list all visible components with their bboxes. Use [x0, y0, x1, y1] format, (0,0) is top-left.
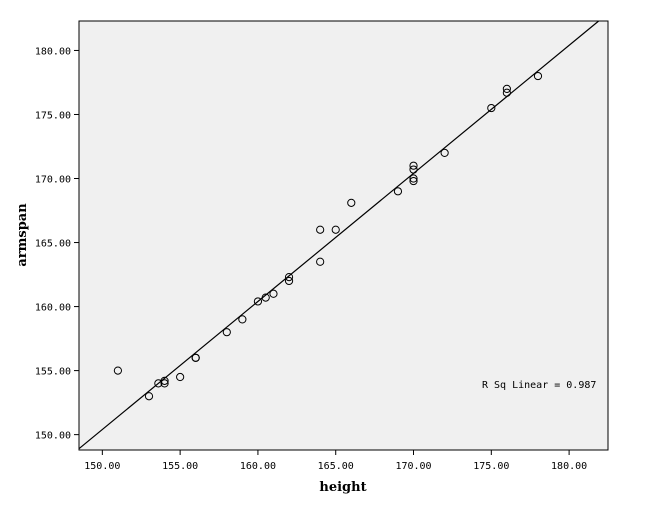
data-point	[238, 315, 247, 324]
y-tick-label: 180.00	[35, 46, 71, 57]
data-point	[176, 372, 185, 382]
data-point	[191, 353, 200, 362]
y-tick-label: 150.00	[35, 431, 71, 442]
y-tick-label: 175.00	[35, 110, 71, 121]
data-point	[253, 297, 263, 306]
data-point	[160, 376, 169, 385]
data-point	[487, 103, 496, 113]
y-tick-label: 165.00	[35, 239, 71, 250]
data-point	[316, 225, 325, 234]
x-axis-title: height	[319, 480, 366, 495]
data-point	[222, 328, 231, 337]
annotation-r-squared: R Sq Linear = 0.987	[482, 380, 596, 391]
x-tick-label: 180.00	[551, 461, 587, 472]
data-point	[440, 148, 449, 158]
data-point	[409, 176, 418, 186]
data-point	[533, 71, 543, 81]
y-tick-label: 160.00	[35, 303, 71, 314]
x-tick-label: 175.00	[473, 461, 509, 472]
x-tick-label: 160.00	[240, 461, 276, 472]
x-tick-label: 155.00	[162, 461, 198, 472]
data-point	[393, 187, 403, 196]
y-tick-label: 155.00	[35, 367, 71, 378]
data-point	[269, 289, 278, 298]
data-point	[409, 174, 418, 183]
y-tick-label: 170.00	[35, 175, 71, 186]
data-point	[409, 165, 418, 174]
data-point	[331, 225, 340, 234]
y-axis-title: armspan	[15, 203, 30, 267]
data-point	[113, 366, 122, 375]
data-point	[316, 257, 325, 266]
data-point	[347, 198, 356, 207]
x-tick-label: 170.00	[395, 461, 431, 472]
data-point	[261, 293, 270, 302]
points-layer	[113, 71, 543, 401]
ticks-layer: 150.00 155.00 160.00 165.00 170.00 175.00 180.…	[35, 46, 587, 472]
x-tick-label: 150.00	[84, 461, 120, 472]
data-point	[502, 84, 511, 93]
data-point	[502, 88, 511, 97]
data-point	[284, 276, 294, 286]
x-tick-label: 165.00	[318, 461, 354, 472]
data-point	[409, 161, 418, 170]
data-point	[144, 392, 154, 401]
data-point	[284, 273, 294, 282]
data-point	[160, 379, 169, 388]
